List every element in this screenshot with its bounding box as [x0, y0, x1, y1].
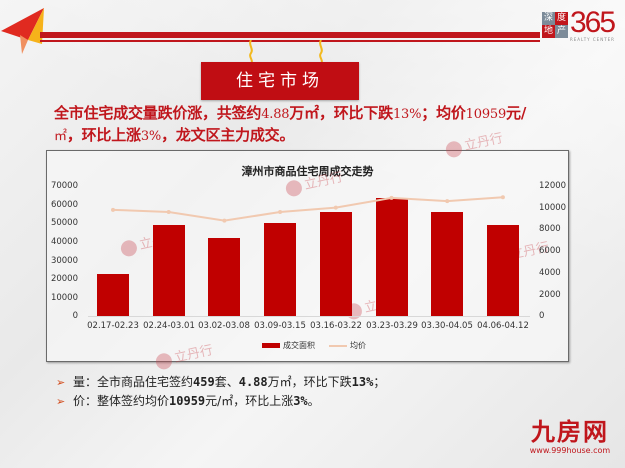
legend-swatch-bar: [262, 343, 280, 348]
logo-char: 度: [555, 12, 568, 25]
x-tick: 03.02-03.08: [198, 321, 250, 331]
legend-label-area: 成交面积: [283, 341, 315, 350]
headline-number: 4.88: [261, 107, 290, 122]
headline-unit: ㎡: [54, 129, 67, 144]
y-right-tick: 12000: [539, 181, 567, 191]
y-left-tick: 50000: [50, 218, 78, 228]
logo-name: 九房网: [531, 418, 609, 446]
y-left-tick: 30000: [50, 256, 78, 266]
bar: [97, 274, 129, 316]
header-rule: [40, 32, 540, 38]
headline-text: ；均价: [421, 104, 466, 122]
section-banner: 住宅市场: [201, 62, 359, 100]
headline-number: 3%: [140, 129, 162, 144]
bullet-price: ➢ 价： 整体签约均价 10959 元/㎡，环比上涨 3%。: [56, 392, 385, 411]
y-right-tick: 2000: [539, 290, 561, 300]
headline-number: 10959: [465, 107, 507, 122]
bullet-text: 全市商品住宅签约: [97, 375, 194, 389]
bar: [264, 223, 297, 316]
chart-legend: 成交面积 均价: [262, 340, 366, 351]
bullet-text: 套、: [214, 375, 239, 389]
headline-text: 全市住宅成交量跌价涨，共签约: [54, 104, 262, 122]
headline-text: 万㎡，环比下跌: [289, 104, 393, 122]
y-right-tick: 0: [539, 311, 545, 321]
y-right-tick: 8000: [539, 224, 561, 234]
x-axis-line: [88, 316, 530, 317]
shendu-365-logo: 深 度 地 产 365 REALTY CENTER: [542, 6, 622, 46]
y-right-tick: 6000: [539, 246, 561, 256]
bullet-text: 整体签约均价: [97, 394, 170, 408]
arrow-bullet-icon: ➢: [56, 376, 66, 389]
bullet-number: 13%: [351, 375, 374, 389]
header-rule-thin: [40, 40, 540, 42]
bullet-label: 价：: [73, 394, 98, 408]
logo-number: 365: [570, 6, 616, 39]
logo-char: 地: [542, 25, 555, 38]
bullet-text: 。: [307, 394, 320, 408]
bar: [152, 225, 185, 316]
x-tick: 03.23-03.29: [366, 321, 418, 331]
bar: [319, 212, 352, 316]
x-tick: 03.30-04.05: [421, 321, 473, 331]
y-right-tick: 4000: [539, 268, 561, 278]
y-left-tick: 20000: [50, 274, 78, 284]
bullet-number: 3%: [293, 394, 308, 408]
headline-number: 13%: [392, 107, 422, 122]
bullet-text: ；: [373, 375, 386, 389]
x-tick: 03.16-03.22: [310, 321, 362, 331]
x-tick: 02.24-03.01: [143, 321, 195, 331]
y-left-tick: 10000: [50, 293, 78, 303]
bar: [486, 225, 519, 316]
y-left-tick: 0: [72, 311, 78, 321]
x-tick: 04.06-04.12: [477, 321, 529, 331]
999house-logo: 九房网 www.999house.com: [520, 418, 620, 466]
bullet-text: 万㎡，环比下跌: [267, 375, 352, 389]
bar: [431, 212, 464, 316]
bullet-label: 量：: [73, 375, 98, 389]
arrow-bullet-icon: ➢: [56, 395, 66, 408]
bullet-volume: ➢ 量： 全市商品住宅签约 459 套、 4.88 万㎡，环比下跌 13%；: [56, 373, 385, 392]
y-left-tick: 60000: [50, 200, 78, 210]
y-left-tick: 70000: [50, 181, 78, 191]
chart-frame: 漳州市商品住宅周成交走势: [46, 150, 569, 362]
paper-plane-icon: [1, 8, 44, 54]
logo-subtitle: REALTY CENTER: [570, 37, 615, 42]
bullet-number: 10959: [169, 394, 206, 408]
x-tick: 03.09-03.15: [254, 321, 306, 331]
logo-char: 深: [542, 12, 555, 25]
chart-title: 漳州市商品住宅周成交走势: [241, 165, 374, 178]
logo-char: 产: [555, 25, 568, 38]
legend-label-price: 均价: [350, 341, 366, 350]
bullet-number: 4.88: [238, 375, 268, 389]
x-tick: 02.17-02.23: [87, 321, 139, 331]
bar: [375, 198, 408, 316]
y-right-tick: 10000: [539, 203, 567, 213]
headline-text: ，环比上涨: [66, 126, 141, 144]
y-left-tick: 40000: [50, 237, 78, 247]
headline-text: 元/: [506, 104, 527, 122]
summary-bullets: ➢ 量： 全市商品住宅签约 459 套、 4.88 万㎡，环比下跌 13%； ➢ 价： 整…: [56, 373, 385, 411]
bullet-text: 元/㎡，环比上涨: [205, 394, 294, 408]
bar: [208, 238, 241, 316]
legend-swatch-line: [329, 344, 347, 347]
headline-summary: 全市住宅成交量跌价涨，共签约4.88万㎡，环比下跌13%；均价10959元/ ㎡…: [54, 103, 574, 147]
logo-url: www.999house.com: [529, 446, 611, 455]
headline-text: ，龙文区主力成交。: [161, 126, 295, 144]
bullet-number: 459: [193, 375, 215, 389]
